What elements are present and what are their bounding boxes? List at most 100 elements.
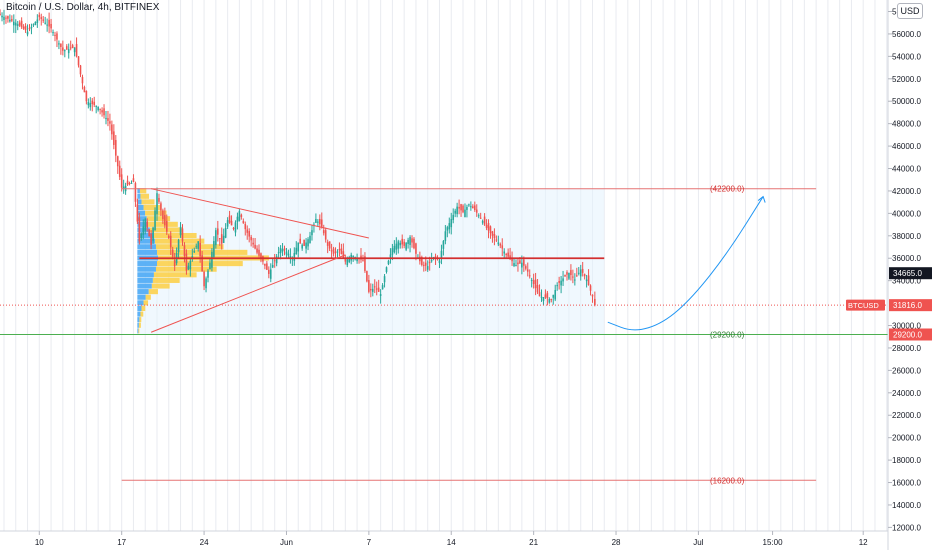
candle-body [11, 19, 13, 21]
candle-body [542, 297, 545, 302]
candle-body [248, 231, 250, 237]
candle-body [85, 90, 88, 102]
volume-profile-bar-down [137, 300, 144, 306]
candle-body [473, 205, 476, 211]
volume-profile-bar-up [153, 272, 197, 278]
candle-body [385, 267, 388, 272]
candle-body [234, 222, 237, 233]
candle-body [12, 21, 15, 26]
candle-body [497, 242, 500, 245]
candle-body [530, 279, 533, 281]
candle-body [336, 251, 339, 253]
volume-profile-bar-down [137, 311, 141, 317]
candle-body [426, 266, 429, 270]
candle-body [442, 241, 445, 249]
candle-body [91, 100, 94, 105]
candle-body [71, 45, 74, 48]
candle-body [213, 241, 215, 257]
candle-body [148, 229, 150, 237]
candle-body [446, 227, 449, 231]
candle-body [540, 296, 543, 298]
candle-body [242, 221, 245, 224]
candle-body [142, 226, 145, 235]
candle-body [226, 220, 229, 227]
level-label[interactable]: (42200.0) [710, 185, 745, 194]
candle-body [89, 103, 92, 108]
candle-body [574, 279, 576, 281]
candle-body [199, 242, 201, 257]
candle-body [319, 218, 321, 225]
candle-body [211, 251, 213, 268]
candle-body [28, 27, 31, 30]
candle-body [256, 248, 258, 253]
projection-curve[interactable] [607, 196, 764, 331]
candle-body [73, 47, 76, 53]
candle-body [477, 215, 480, 217]
candle-body [136, 204, 139, 222]
volume-profile-bar-down [137, 328, 139, 334]
candle-body [158, 197, 160, 202]
time-tick-label: 14 [447, 538, 456, 547]
volume-profile-bar-down [137, 221, 148, 227]
candle-body [177, 239, 180, 253]
candle-body [181, 228, 184, 242]
candle-body [26, 31, 29, 35]
candle-body [228, 215, 231, 223]
candle-body [311, 230, 313, 236]
price-axis[interactable]: 58000.056000.054000.052000.050000.048000… [846, 0, 932, 550]
candle-body [444, 231, 447, 241]
volume-profile-bar-up [146, 216, 171, 222]
candle-body [334, 251, 337, 253]
candle-body [191, 255, 194, 259]
candle-body [470, 206, 472, 208]
candle-body [209, 262, 211, 269]
candle-body [69, 47, 72, 49]
candle-body [401, 238, 404, 245]
volume-profile-bar-down [137, 266, 156, 272]
candle-body [254, 244, 256, 249]
price-label-29200: 29200.0 [893, 330, 922, 339]
volume-profile-bar-up [141, 305, 146, 312]
candle-body [179, 226, 182, 236]
candle-body [283, 248, 286, 251]
candle-body [583, 274, 586, 277]
volume-profile-bar-down [137, 232, 154, 239]
price-tick-label: 24000.0 [892, 389, 921, 398]
candle-body [330, 250, 333, 252]
candle-body [14, 22, 17, 26]
candle-body [450, 218, 453, 228]
candle-body [328, 241, 331, 249]
candle-body [79, 65, 82, 75]
price-tick-label: 16000.0 [892, 479, 921, 488]
candle-body [301, 244, 303, 249]
candle-body [107, 118, 109, 121]
candle-body [534, 279, 537, 289]
candle-body [162, 210, 164, 219]
candle-body [499, 244, 502, 246]
currency-button[interactable]: USD [897, 3, 923, 19]
candle-body [489, 226, 492, 234]
candle-body [403, 241, 405, 246]
drawings-layer[interactable]: (42200.0) (29200.0) (16200.0) [0, 185, 888, 486]
candle-body [566, 272, 568, 275]
candle-body [1, 15, 3, 18]
time-tick-label: 12 [859, 538, 868, 547]
candle-body [368, 280, 370, 292]
candle-body [317, 221, 319, 223]
candle-body [166, 220, 168, 232]
time-tick-label: 17 [117, 538, 126, 547]
candle-body [269, 269, 272, 279]
candle-body [532, 280, 535, 285]
candle-body [466, 207, 468, 210]
level-label[interactable]: (29200.0) [710, 330, 745, 339]
level-label[interactable]: (16200.0) [710, 476, 745, 485]
candle-body [0, 13, 1, 15]
candle-body [344, 258, 347, 262]
candle-body [187, 265, 190, 270]
price-tick-label: 34000.0 [892, 277, 921, 286]
candle-body [34, 21, 37, 25]
candle-body [275, 256, 278, 264]
candle-body [352, 255, 354, 257]
